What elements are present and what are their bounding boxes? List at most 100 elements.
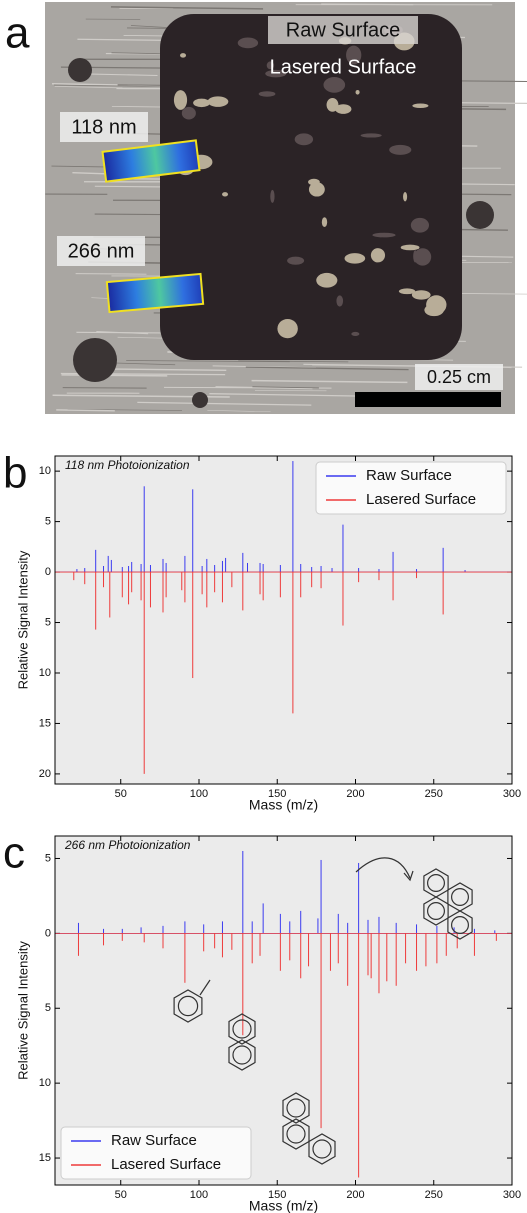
streak	[99, 368, 227, 371]
particle	[424, 303, 444, 317]
streak	[215, 386, 313, 390]
particle	[370, 248, 386, 263]
y-tick-label: 5	[45, 616, 51, 628]
debris	[466, 201, 494, 229]
y-tick-label: 15	[39, 717, 51, 729]
y-tick-label: 10	[39, 667, 51, 679]
particle	[180, 53, 187, 58]
arrow	[355, 857, 411, 879]
chart-title: 118 nm Photoionization	[65, 458, 190, 472]
particle	[346, 45, 362, 65]
ablation-spot-266	[105, 272, 205, 314]
particle	[277, 318, 298, 339]
particle	[360, 133, 382, 138]
ablation-spot-118	[101, 139, 201, 183]
particle	[308, 182, 325, 197]
particle	[398, 288, 416, 295]
methyl	[199, 979, 211, 996]
streak	[56, 409, 115, 412]
legend-label: Lasered Surface	[111, 1156, 221, 1173]
legend-label: Raw Surface	[366, 467, 452, 484]
y-tick-label: 20	[39, 768, 51, 780]
particle	[237, 37, 259, 49]
particle	[414, 248, 432, 266]
particle	[412, 103, 429, 108]
y-tick-label: 5	[45, 1002, 51, 1014]
ring	[282, 1092, 310, 1124]
micrograph: a Raw Surface Lasered Surface 118 nm 266…	[5, 2, 527, 414]
streak	[207, 410, 271, 413]
scale-bar	[355, 392, 501, 407]
particle	[207, 96, 229, 107]
streak	[75, 273, 147, 275]
particle	[389, 144, 412, 155]
y-tick-label: 5	[45, 516, 51, 528]
panel-letter: b	[3, 449, 27, 498]
particle	[403, 191, 408, 202]
ring	[173, 989, 203, 1023]
x-tick-label: 300	[503, 788, 521, 800]
streak	[61, 374, 168, 377]
streak	[110, 6, 264, 10]
y-tick-label: 0	[45, 566, 51, 578]
ring	[282, 1118, 310, 1150]
ring	[228, 1013, 256, 1045]
particle	[410, 217, 430, 233]
raw-surface-label: Raw Surface	[286, 19, 401, 41]
legend	[60, 1126, 252, 1180]
ring	[423, 896, 449, 926]
legend	[315, 461, 507, 515]
particle	[344, 253, 366, 264]
particle	[323, 77, 346, 93]
ring	[447, 910, 473, 940]
particle	[372, 232, 396, 238]
streak	[137, 401, 312, 406]
streak	[209, 392, 356, 397]
x-tick-label: 300	[503, 1189, 521, 1201]
particle	[400, 244, 420, 251]
debris	[192, 392, 208, 408]
ring-inner	[232, 1045, 252, 1065]
x-tick-label: 250	[425, 788, 443, 800]
plot-frame	[54, 455, 513, 785]
particle	[173, 90, 188, 110]
particle	[265, 69, 287, 78]
y-tick-label: 10	[39, 1077, 51, 1089]
streak	[238, 360, 349, 363]
x-axis-label: Mass (m/z)	[249, 1198, 318, 1213]
particle	[294, 133, 314, 146]
label-bg	[268, 16, 418, 44]
particle	[316, 272, 338, 288]
streak	[245, 366, 409, 371]
particle	[336, 295, 344, 307]
particle	[326, 97, 339, 112]
x-tick-label: 150	[268, 1189, 286, 1201]
particle	[355, 89, 360, 95]
streak	[126, 360, 290, 363]
particle	[335, 104, 352, 114]
chart-title: 266 nm Photoionization	[64, 838, 191, 852]
x-tick-label: 200	[346, 1189, 364, 1201]
ring-inner	[427, 873, 446, 892]
x-tick-label: 100	[190, 1189, 208, 1201]
ring-inner	[451, 915, 470, 934]
label-bg	[415, 364, 503, 390]
ring	[308, 1133, 336, 1165]
label-bg	[60, 112, 148, 142]
particle	[258, 91, 276, 97]
particle	[321, 217, 328, 227]
x-tick-label: 200	[346, 788, 364, 800]
ring-inner	[427, 901, 446, 920]
panel-letter: a	[5, 9, 30, 58]
particle	[351, 331, 360, 337]
label-bg	[57, 236, 145, 266]
y-tick-label: 0	[45, 927, 51, 939]
ring-inner	[451, 887, 470, 906]
particle	[411, 290, 431, 300]
ring-inner	[286, 1124, 306, 1144]
x-tick-label: 100	[190, 788, 208, 800]
particle	[413, 250, 418, 263]
x-tick-label: 50	[115, 788, 127, 800]
ring-inner	[177, 995, 199, 1017]
